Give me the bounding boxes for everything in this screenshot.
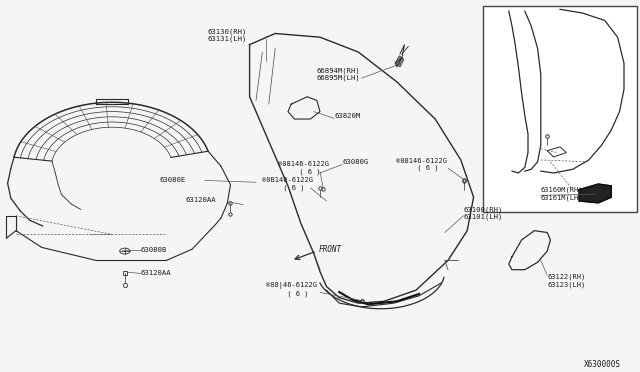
Text: 63080B: 63080B bbox=[141, 247, 167, 253]
Text: 63080G: 63080G bbox=[342, 159, 369, 165]
Text: 63100(RH)
63101(LH): 63100(RH) 63101(LH) bbox=[464, 206, 504, 220]
Text: ®08146-6122G
     ( 6 ): ®08146-6122G ( 6 ) bbox=[396, 158, 447, 171]
Bar bbox=[483, 6, 637, 212]
Text: 66894M(RH)
66895M(LH): 66894M(RH) 66895M(LH) bbox=[317, 67, 360, 81]
Polygon shape bbox=[579, 184, 611, 203]
Text: FRONT: FRONT bbox=[319, 246, 342, 254]
Text: 63122(RH)
63123(LH): 63122(RH) 63123(LH) bbox=[547, 274, 586, 288]
Polygon shape bbox=[395, 56, 404, 67]
Text: 63160M(RH)
63161M(LH): 63160M(RH) 63161M(LH) bbox=[541, 187, 583, 201]
Text: ®08146-6122G
     ( 6 ): ®08146-6122G ( 6 ) bbox=[278, 161, 330, 175]
Text: X630000S: X630000S bbox=[584, 360, 621, 369]
Text: 63120AA: 63120AA bbox=[186, 197, 216, 203]
Text: ®08|46-6122G
     ( 6 ): ®08|46-6122G ( 6 ) bbox=[266, 282, 317, 296]
Text: 63820M: 63820M bbox=[335, 113, 361, 119]
Text: ®0B146-6122G
     ( 6 ): ®0B146-6122G ( 6 ) bbox=[262, 177, 314, 191]
Text: 63120AA: 63120AA bbox=[141, 270, 172, 276]
Text: 63080E: 63080E bbox=[160, 177, 186, 183]
Text: 63130(RH)
63131(LH): 63130(RH) 63131(LH) bbox=[208, 28, 248, 42]
